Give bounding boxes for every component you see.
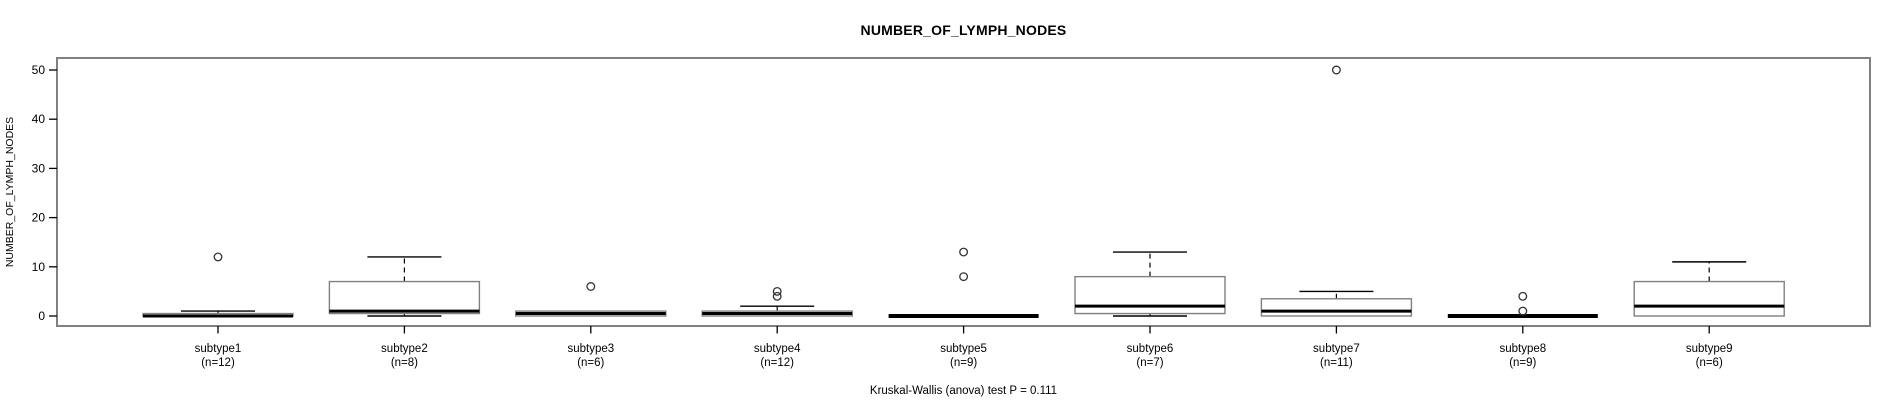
x-tick-count-label: (n=8) [391,357,418,369]
y-axis-label: NUMBER_OF_LYMPH_NODES [4,116,16,268]
outlier-point [959,272,969,282]
outlier-point [586,282,596,291]
y-tick-label: 0 [38,309,45,323]
box-group-subtype4: subtype4 (n=12) [701,286,853,369]
y-tick-label: 40 [32,112,46,126]
x-tick-count-label: (n=9) [950,357,977,369]
iqr-box [1074,275,1226,315]
x-tick-label: subtype6 [1127,343,1174,355]
x-tick-label: subtype2 [381,343,428,355]
x-tick-label: subtype8 [1499,343,1546,355]
iqr-box [328,280,481,315]
x-tick-label: subtype5 [940,343,987,355]
outlier-point [1331,65,1341,75]
y-tick-label: 20 [32,211,46,225]
box-group-subtype6: subtype6 (n=7) [1074,251,1226,369]
outlier-point [772,291,782,301]
x-tick-label: subtype9 [1686,343,1733,355]
x-tick-label: subtype1 [195,343,242,355]
box-group-subtype1: subtype1 (n=12) [142,252,294,369]
y-tick-label: 50 [32,63,46,77]
outlier-point [772,286,782,296]
x-tick-count-label: (n=6) [577,357,604,369]
x-tick-count-label: (n=12) [760,357,794,369]
kruskal-wallis-caption: Kruskal-Wallis (anova) test P = 0.111 [869,385,1058,397]
outlier-point [1518,291,1528,301]
x-tick-count-label: (n=7) [1136,357,1163,369]
box-group-subtype5: subtype5 (n=9) [888,247,1039,369]
x-tick-label: subtype3 [567,343,614,355]
iqr-box [1260,298,1413,317]
chart-title: NUMBER_OF_LYMPH_NODES [860,22,1067,38]
box-group-subtype8: subtype8 (n=9) [1447,291,1598,369]
box-group-subtype7: subtype7 (n=11) [1260,65,1413,369]
box-group-subtype9: subtype9 (n=6) [1633,261,1785,369]
x-tick-count-label: (n=6) [1696,357,1723,369]
y-tick-label: 30 [32,161,46,175]
outlier-point [213,252,223,262]
outlier-point [959,247,969,257]
x-tick-count-label: (n=9) [1509,357,1536,369]
x-tick-count-label: (n=11) [1320,357,1353,369]
x-tick-label: subtype4 [754,343,801,355]
box-group-subtype3: subtype3 (n=6) [515,282,667,369]
iqr-box [1633,280,1785,317]
x-tick-label: subtype7 [1313,343,1360,355]
y-tick-label: 10 [32,260,46,274]
outlier-point [1518,306,1528,316]
x-tick-count-label: (n=12) [201,357,235,369]
box-group-subtype2: subtype2 (n=8) [328,256,481,369]
